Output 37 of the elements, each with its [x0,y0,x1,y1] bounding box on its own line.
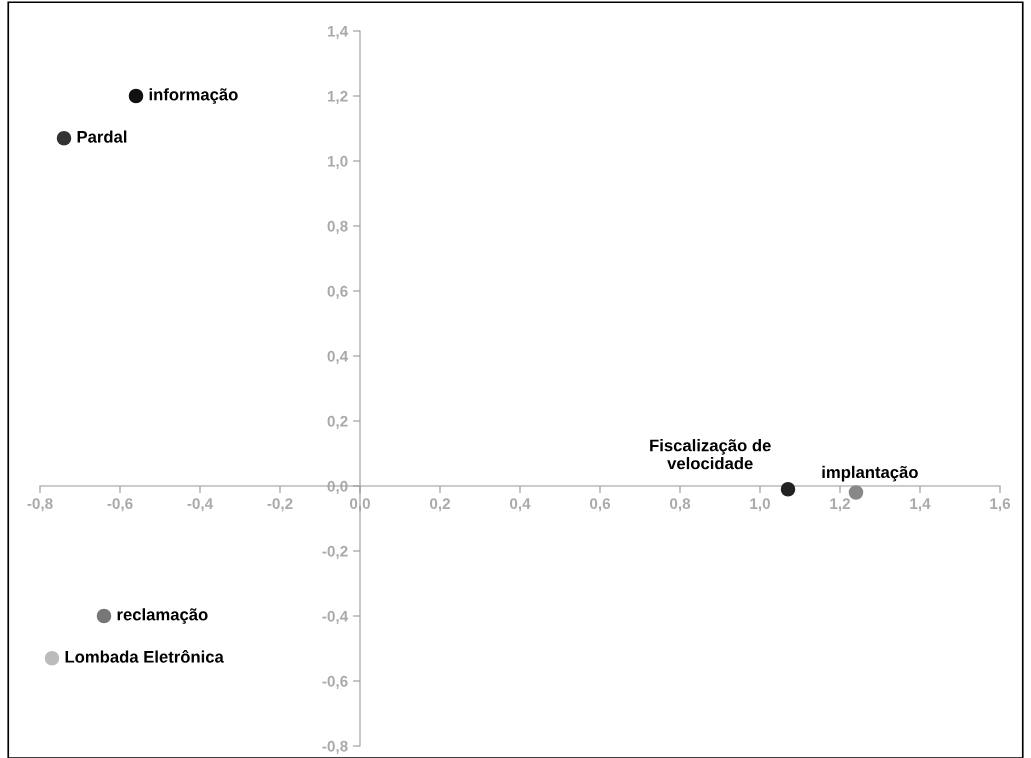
x-tick-label: 0,4 [509,498,531,512]
x-tick-label: 0,6 [589,498,611,512]
y-tick-label: 0,6 [327,285,348,299]
y-tick-label: 0,0 [327,480,348,494]
point [848,485,864,500]
y-tick-label: -0,4 [322,610,349,624]
series-label: informação [149,88,238,104]
point [96,608,112,624]
x-tick-label: 1,0 [750,498,770,512]
series-label: reclamação [117,608,208,624]
y-tick-label: 1,2 [327,90,348,104]
point [128,88,144,104]
x-tick-label: -0,4 [187,498,214,512]
y-tick-label: -0,2 [322,545,348,559]
series-label: implantação [822,465,918,482]
y-tick-label: 0,4 [327,350,349,364]
y-tick-label: 0,2 [327,415,348,429]
series-label: Fiscalização de velocidade [650,439,771,470]
x-tick-label: 1,6 [990,498,1011,512]
y-tick-label: -0,8 [322,740,348,754]
y-tick-label: 1,4 [327,26,349,39]
x-tick-label: 1,4 [910,498,931,512]
x-tick-label: 1,2 [830,498,851,512]
point [780,481,796,497]
x-tick-label: -0,6 [107,498,133,512]
x-tick-label: 0,8 [669,498,691,512]
point [44,650,60,666]
y-tick-label: -0,6 [322,675,348,689]
x-tick-label: -0,8 [27,498,53,512]
y-tick-label: 1,0 [327,155,348,169]
series-label: Lombada Eletrônica [65,650,224,663]
x-tick-label: -0,2 [267,498,293,512]
y-tick-label: 0,8 [327,220,348,234]
x-tick-label: 0,0 [349,498,370,512]
series-label: Pardal [77,130,127,143]
point [56,130,72,146]
x-tick-label: 0,2 [429,498,451,512]
